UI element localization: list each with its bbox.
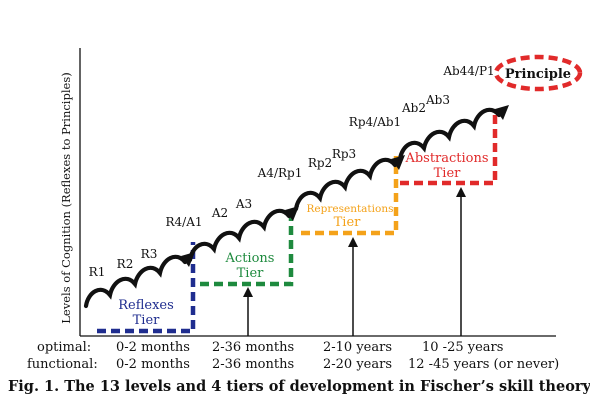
tier-step-actions (200, 208, 294, 287)
level-label-r2: R2 (117, 257, 134, 271)
level-label-r4-a1: R4/A1 (165, 215, 202, 229)
figure-caption: Fig. 1. The 13 levels and 4 tiers of dev… (8, 378, 590, 395)
tier-word-reflexes: Tier (133, 313, 161, 328)
tier-step-reflexes (97, 242, 196, 334)
age-functional-abstractions: 12 -45 years (or never) (408, 357, 560, 372)
age-optimal-abstractions: 10 -25 years (422, 340, 504, 355)
level-label-rp4-ab1: Rp4/Ab1 (349, 115, 401, 129)
level-label-a4-rp1: A4/Rp1 (257, 166, 303, 180)
age-functional-reflexes: 0-2 months (116, 357, 190, 372)
y-axis-label: Levels of Cognition (Reflexes to Princip… (59, 72, 73, 323)
level-label-rp3: Rp3 (332, 147, 356, 161)
age-functional-actions: 2-36 months (212, 357, 295, 372)
ages-functional-row: functional: 0-2 months 2-36 months 2-20 … (0, 357, 590, 377)
level-label-ab2: Ab2 (401, 101, 426, 115)
ages-optimal-row: optimal: 0-2 months 2-36 months 2-10 yea… (0, 340, 590, 360)
age-optimal-representations: 2-10 years (323, 340, 393, 355)
level-label-r3: R3 (141, 247, 158, 261)
curl-path-abstractions (397, 107, 502, 162)
level-label-a3: A3 (235, 197, 252, 211)
tier-word-representations: Tier (334, 215, 362, 230)
curl-path-actions (187, 208, 292, 263)
curl-arrowhead-abstractions (495, 105, 509, 120)
level-label-rp2: Rp2 (308, 156, 332, 170)
tier-word-abstractions: Tier (434, 166, 462, 181)
tier-step-representations (301, 156, 399, 236)
tier-step-abstractions (400, 109, 498, 186)
curl-path-representations (293, 157, 398, 212)
tier-label-representations: Representations (307, 203, 394, 215)
tier-label-abstractions: Abstractions (404, 151, 488, 166)
ages-functional-label: functional: (27, 357, 98, 372)
curl-path-reflexes (83, 254, 188, 309)
level-label-ab44-p1: Ab44/P1 (442, 64, 494, 78)
age-optimal-reflexes: 0-2 months (116, 340, 190, 355)
tier-label-reflexes: Reflexes (118, 298, 174, 313)
level-label-ab3: Ab3 (425, 93, 450, 107)
principle-ellipse (493, 54, 583, 92)
level-label-a2: A2 (211, 206, 228, 220)
level-progression-arrows (83, 105, 509, 309)
tier-label-actions: Actions (225, 251, 275, 266)
level-label-r1: R1 (89, 265, 106, 279)
age-functional-representations: 2-20 years (323, 357, 393, 372)
principle-label: Principle (505, 67, 571, 82)
ages-optimal-label: optimal: (37, 340, 92, 355)
tier-word-actions: Tier (237, 266, 265, 281)
age-optimal-actions: 2-36 months (212, 340, 295, 355)
